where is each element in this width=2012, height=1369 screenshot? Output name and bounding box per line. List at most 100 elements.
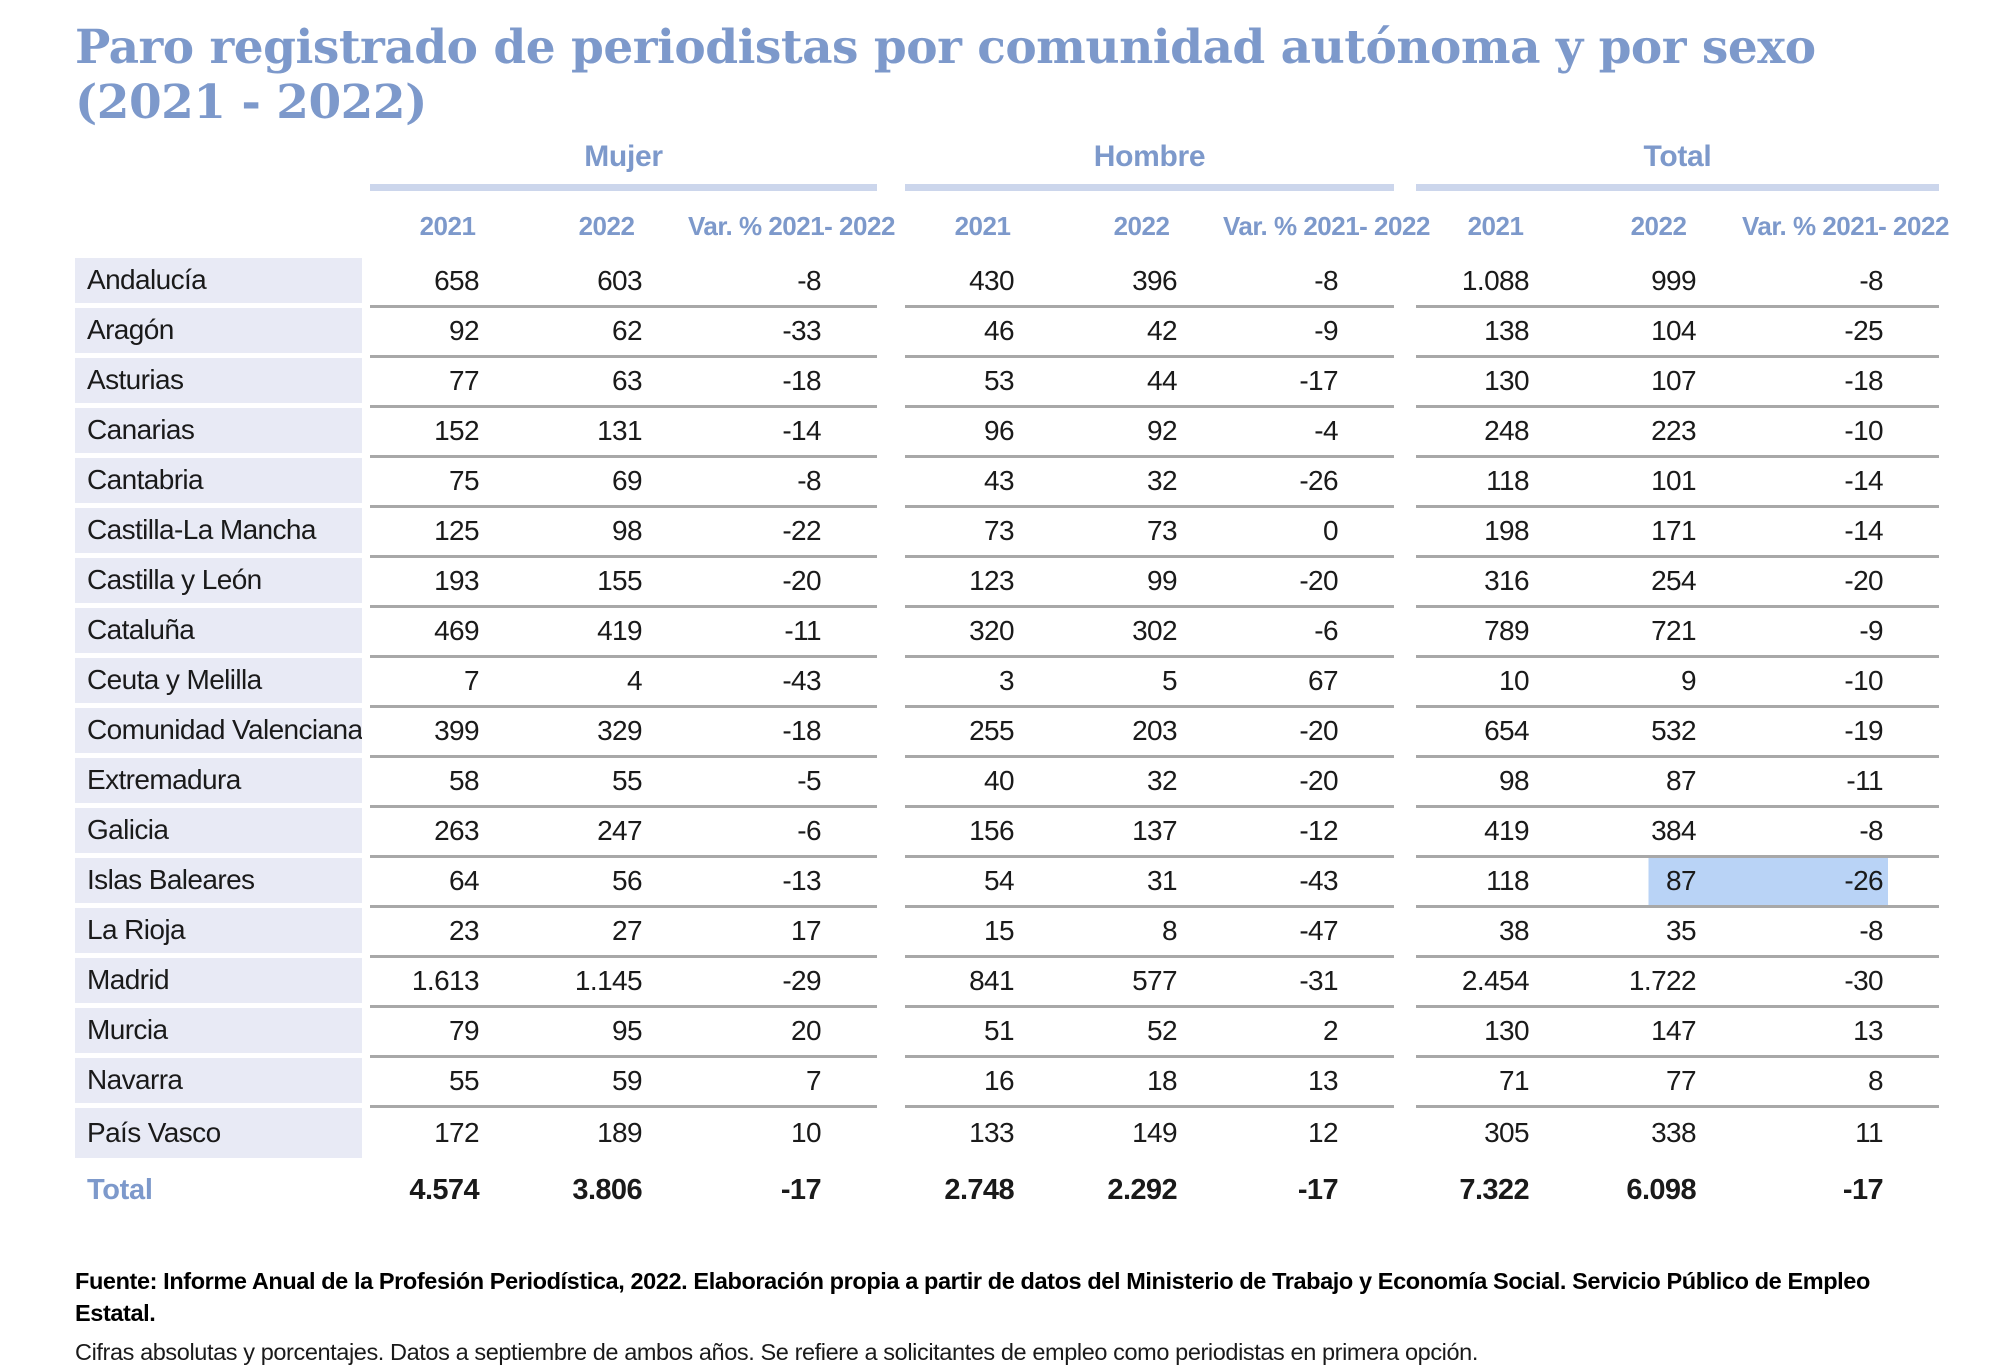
column-gap: [1394, 508, 1416, 558]
table-row: Cantabria 75 69 -8 43 32 -26 118 101 -14: [75, 457, 1940, 508]
value-cell: -14: [688, 408, 877, 458]
region-label: Asturias: [75, 357, 362, 408]
value-cell: -10: [1742, 408, 1940, 458]
value-cell: -18: [688, 358, 877, 408]
value-cell: 67: [1223, 658, 1394, 708]
value-cell: 51: [905, 1008, 1060, 1058]
table-row: Castilla-La Mancha 125 98 -22 73 73 0 198 171 -14: [75, 507, 1940, 558]
value-cell: 10: [1416, 658, 1575, 708]
column-gap: [877, 458, 905, 508]
value-cell: 12: [1308, 1116, 1339, 1148]
value-cell: 155: [525, 558, 688, 608]
value-cell: -43: [1223, 858, 1394, 908]
value-cell: -18: [1742, 358, 1940, 408]
source-note: Fuente: Informe Anual de la Profesión Pe…: [75, 1267, 1870, 1326]
total-cell: 2.748: [944, 1174, 1014, 1207]
value-cell: 8: [1060, 908, 1223, 958]
table-row: Andalucía 658 603 -8 430 396 -8 1.088 999 -8: [75, 257, 1940, 308]
column-gap: [877, 1108, 905, 1158]
col-header-total-2021: 2021: [1467, 210, 1524, 241]
value-cell: 52: [1060, 1008, 1223, 1058]
column-gap: [1394, 858, 1416, 908]
column-gap: [1394, 1008, 1416, 1058]
region-label: Aragón: [75, 307, 362, 358]
value-cell: 2.454: [1416, 958, 1575, 1008]
value-cell: 98: [1416, 758, 1575, 808]
column-gap: [877, 258, 905, 308]
value-cell: 75: [370, 458, 525, 508]
column-gap: [1394, 708, 1416, 758]
value-cell: 10: [791, 1116, 822, 1148]
value-cell: 11: [1855, 1116, 1884, 1148]
column-gap: [1394, 558, 1416, 608]
table-row: Cataluña 469 419 -11 320 302 -6 789 721 -9: [75, 607, 1940, 658]
group-header-row: Mujer Hombre Total: [75, 140, 1940, 191]
table-row: Castilla y León 193 155 -20 123 99 -20 316 254 -2…: [75, 557, 1940, 608]
value-cell: -8: [1742, 908, 1940, 958]
column-gap: [877, 908, 905, 958]
value-cell: 98: [525, 508, 688, 558]
region-label: Canarias: [75, 407, 362, 458]
value-cell: 101: [1575, 458, 1742, 508]
value-cell: 20: [688, 1008, 877, 1058]
value-cell: -14: [1742, 458, 1940, 508]
value-cell: -6: [688, 808, 877, 858]
column-gap: [362, 1008, 370, 1058]
value-cell: -19: [1742, 708, 1940, 758]
value-cell: 92: [1060, 408, 1223, 458]
value-cell: -5: [688, 758, 877, 808]
value-cell: -22: [688, 508, 877, 558]
value-cell: -6: [1223, 608, 1394, 658]
title-line-2: (2021 - 2022): [75, 74, 427, 130]
value-cell: 419: [525, 608, 688, 658]
region-label: Cataluña: [75, 607, 362, 658]
value-cell: -8: [688, 458, 877, 508]
value-cell: 0: [1223, 508, 1394, 558]
value-cell: 1.145: [525, 958, 688, 1008]
column-gap: [362, 858, 370, 908]
total-cell: -17: [780, 1174, 822, 1207]
table-row: Murcia 79 95 20 51 52 2 130 147 13: [75, 1007, 1940, 1058]
column-gap: [1394, 1058, 1416, 1108]
group-header-hombre: Hombre: [905, 140, 1394, 191]
total-cell: 4.574: [409, 1174, 479, 1207]
value-cell: -30: [1742, 958, 1940, 1008]
total-cell: 2.292: [1107, 1174, 1177, 1207]
value-cell: 316: [1416, 558, 1575, 608]
column-gap: [877, 1008, 905, 1058]
value-cell: 789: [1416, 608, 1575, 658]
value-cell: 255: [905, 708, 1060, 758]
value-cell: 96: [905, 408, 1060, 458]
value-cell: 23: [370, 908, 525, 958]
column-gap: [877, 1058, 905, 1108]
col-header-mujer-2022: 2022: [578, 210, 635, 241]
value-cell: 7: [370, 658, 525, 708]
value-cell: 13: [1223, 1058, 1394, 1108]
value-cell: 1.722: [1575, 958, 1742, 1008]
table-row: La Rioja 23 27 17 15 8 -47 38 35 -8: [75, 907, 1940, 958]
value-cell: 95: [525, 1008, 688, 1058]
value-cell: 1.088: [1416, 258, 1575, 308]
value-cell: 338: [1651, 1116, 1697, 1148]
value-cell: 17: [688, 908, 877, 958]
col-header-hombre-2021: 2021: [954, 210, 1011, 241]
value-cell: 329: [525, 708, 688, 758]
value-cell: 130: [1416, 358, 1575, 408]
value-cell: 77: [1575, 1058, 1742, 1108]
value-cell: 172: [434, 1116, 480, 1148]
value-cell: 469: [370, 608, 525, 658]
value-cell: 577: [1060, 958, 1223, 1008]
value-cell: -12: [1223, 808, 1394, 858]
column-gap: [362, 191, 370, 258]
value-cell: 247: [525, 808, 688, 858]
table-row: Navarra 55 59 7 16 18 13 71 77 8: [75, 1057, 1940, 1108]
column-gap: [1394, 808, 1416, 858]
col-header-total-2022: 2022: [1630, 210, 1687, 241]
value-cell: 131: [525, 408, 688, 458]
column-gap: [1394, 358, 1416, 408]
value-cell: 721: [1575, 608, 1742, 658]
column-gap: [362, 608, 370, 658]
column-gap: [362, 558, 370, 608]
table-row: Asturias 77 63 -18 53 44 -17 130 107 -18: [75, 357, 1940, 408]
column-gap: [877, 658, 905, 708]
